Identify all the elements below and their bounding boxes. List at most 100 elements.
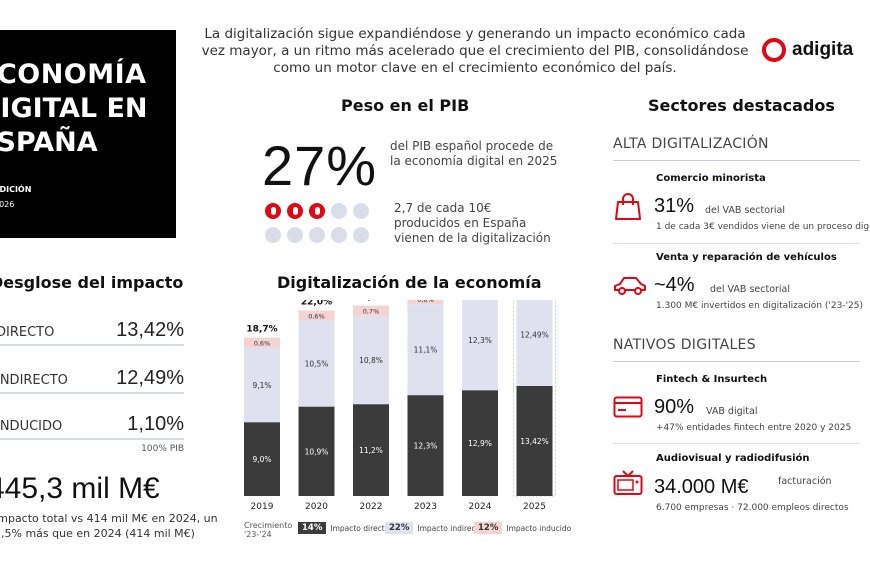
shopping-bag-icon [615,193,641,220]
bar-indirecto [244,347,280,423]
data-label-inducido: 0,6% [308,313,325,321]
coin-dot-empty [353,227,369,243]
coin-dot-filled [287,203,303,219]
data-label-indirecto: 11,1% [414,346,438,355]
coin-dot-filled [265,203,281,219]
credit-card-icon [613,396,643,418]
bar-inducido [298,310,335,321]
data-label-inducido: 0,7% [363,308,380,316]
divider [613,160,860,161]
coin-dot-empty [287,227,303,243]
report-title-block: ECONOMÍA DIGITAL EN ESPAÑA EDICIÓN 2026 [0,30,176,238]
bar-indirecto [298,320,335,407]
sector-unit: facturación [778,476,832,487]
legend-label: Impacto inducido [506,523,572,533]
coin-dot-empty [331,227,347,243]
total-impact: 445,3 mil M€ [0,472,160,505]
legend-growth-value: 12% [474,522,503,534]
desglose-value: 13,42% [116,319,184,341]
growth-label-line-1: Crecimiento [244,521,293,530]
legend-item-indirecto: 22% Impacto indirecto [385,522,483,534]
divider [0,344,184,346]
sector-note: 6.700 empresas · 72.000 empleos directos [656,503,849,513]
edition-label: EDICIÓN [0,185,32,194]
pib-note: 100% PIB [141,444,184,454]
bar-directo [407,395,444,496]
bar-indirecto [407,304,444,396]
data-label-inducido: 0,6% [254,340,271,348]
data-label-indirecto: 10,8% [359,356,383,365]
title-line-3: ESPAÑA [0,127,98,158]
bar-inducido [353,305,389,316]
bar-total-label: 18,7% [246,325,277,335]
car-icon [614,277,646,295]
logo-ring-icon [762,38,786,62]
total-note-line-2: 7,5% más que en 2024 (414 mil M€) [0,527,195,540]
growth-label: Crecimiento '23-'24 [244,521,292,539]
bar-directo [353,404,389,496]
title-line-1: ECONOMÍA [0,59,147,90]
sector-value: 90% [654,396,695,418]
legend-item-directo: 14% Impacto directo [298,522,389,534]
desglose-row-indirecto: INDIRECTO 12,49% [0,362,184,394]
logo-wordmark: adigita [792,39,854,60]
data-label-directo: 9,0% [252,455,271,464]
bar-indirecto [353,315,389,405]
bar-inducido [244,337,280,348]
data-label-indirecto: 12,3% [468,336,492,345]
desglose-row-directo: DIRECTO 13,42% [0,314,184,346]
divider [613,243,860,244]
bar-directo [244,422,280,496]
sector-note: +47% entidades fintech entre 2020 y 2025 [656,423,852,433]
legend-growth-value: 22% [385,522,414,534]
sectores-heading: Sectores destacados [648,96,835,115]
desglose-value: 12,49% [116,367,184,389]
divider [0,392,184,394]
title-line-2: DIGITAL EN [0,93,148,124]
data-label-inducido: 0,8% [417,300,434,304]
sector-unit: del VAB sectorial [710,284,791,295]
alta-digitalizacion-heading: ALTA DIGITALIZACIÓN [613,136,769,152]
coin-dot-empty [353,203,369,219]
desglose-label: DIRECTO [0,325,55,340]
x-tick-label: 2022 [360,502,383,512]
desglose-row-inducido: INDUCIDO 1,10% [0,408,184,440]
chart-title: Digitalización de la economía [277,273,542,292]
digitalization-bar-chart: 9,0% 9,1% 0,6% 18,7% 2019 10,9% 10,5% 0,6% 22,0%… [244,300,556,512]
divider [613,443,860,444]
desglose-label: INDUCIDO [0,419,63,434]
legend-label: Impacto directo [330,523,390,533]
legend-growth-value: 14% [298,522,327,534]
sector-note: 1 de cada 3€ vendidos viene de un proces… [656,222,870,232]
x-tick-label: 2025 [523,502,546,512]
sector-value: 31% [654,195,695,217]
desglose-value: 1,10% [127,413,184,435]
bar-inducido [407,300,444,305]
total-note-line-1: Impacto total vs 414 mil M€ en 2024, un [0,512,218,525]
intro-text: La digitalización sigue expandiéndose y … [201,26,749,76]
x-tick-label: 2024 [469,502,492,512]
coin-dot-empty [309,227,325,243]
data-label-directo: 12,9% [468,439,492,448]
sector-value: 34.000 M€ [654,476,749,498]
sector-title: Audiovisual y radiodifusión [656,453,810,464]
peso-heading: Peso en el PIB [341,96,470,115]
bar-indirecto [516,300,553,386]
bar-indirecto [462,300,498,391]
sector-note: 1.300 M€ invertidos en digitalización ('… [656,301,863,311]
bar-directo [462,390,498,496]
data-label-directo: 10,9% [305,447,329,456]
highlight-frame [513,300,556,497]
x-tick-label: 2020 [305,502,328,512]
data-label-directo: 12,3% [414,442,438,451]
data-label-directo: 13,42% [520,437,549,446]
bar-total-label: 22,0% [301,300,332,308]
bar-directo [298,406,335,496]
edition-year: 2026 [0,200,15,209]
coin-dot-empty [331,203,347,219]
nativos-digitales-heading: NATIVOS DIGITALES [613,337,756,353]
legend-label: Impacto indirecto [417,523,484,533]
desglose-label: INDIRECTO [0,373,68,388]
desglose-heading: Desglose del impacto [0,273,184,292]
pib-description: del PIB español procede de la economía d… [390,139,558,168]
